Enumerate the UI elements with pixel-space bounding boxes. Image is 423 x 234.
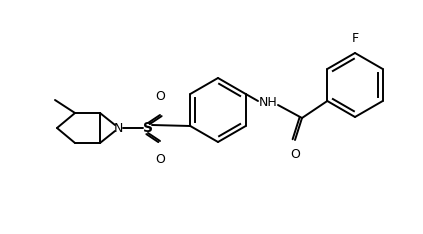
Text: NH: NH [258, 96, 277, 110]
Text: F: F [352, 32, 359, 45]
Text: O: O [155, 153, 165, 166]
Text: N: N [113, 121, 123, 135]
Text: O: O [290, 148, 300, 161]
Text: O: O [155, 90, 165, 103]
Text: S: S [143, 121, 153, 135]
